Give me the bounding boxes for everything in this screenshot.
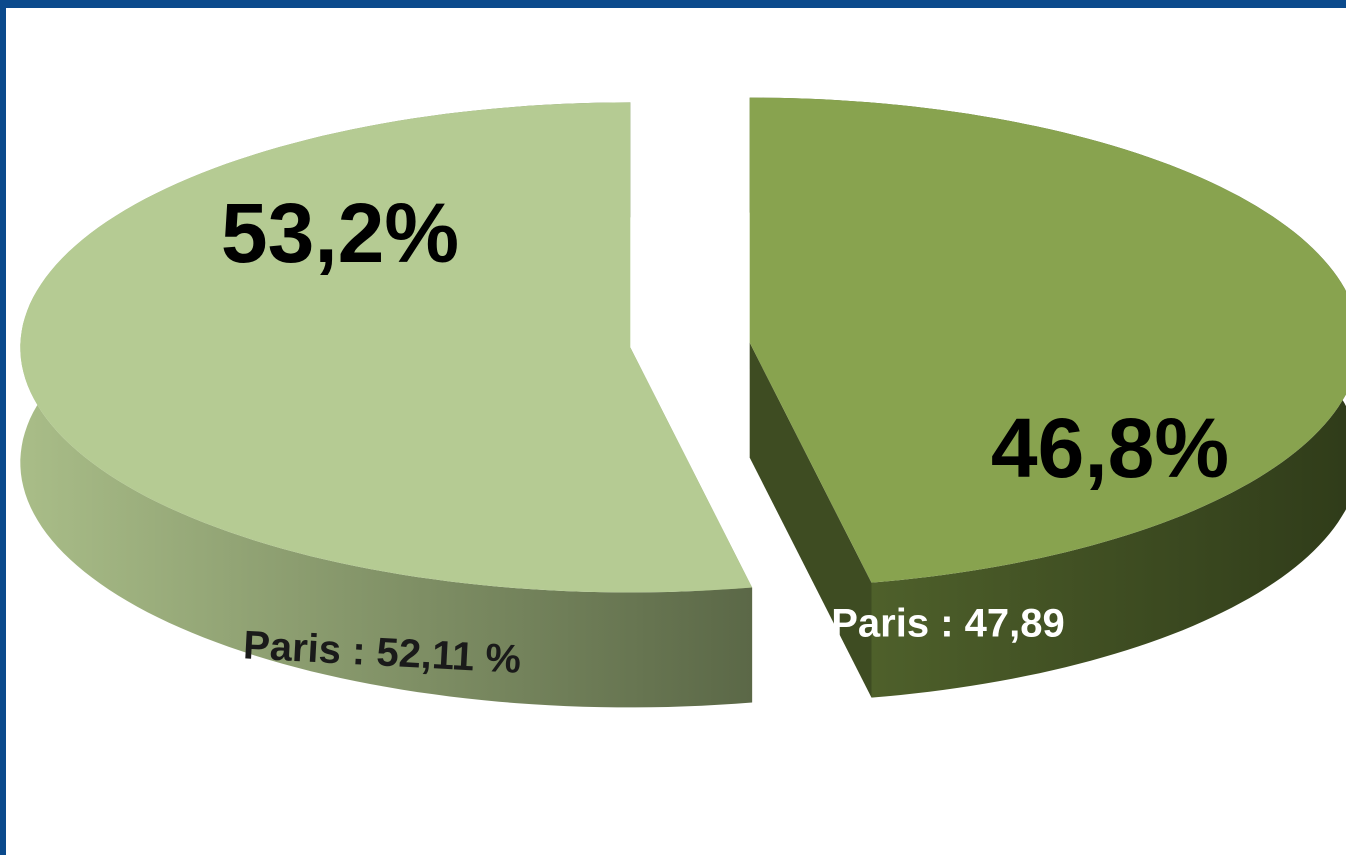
value-label: 53,2% (221, 186, 459, 280)
pie (20, 97, 1346, 708)
labels: 53,2%46,8%Paris : 52,11 % Paris : 47,89 (221, 186, 1229, 682)
value-label: 46,8% (991, 401, 1229, 495)
slice (20, 102, 753, 593)
slice-cut-face (749, 342, 872, 698)
annotation: Paris : 47,89 (831, 602, 1065, 646)
slice (749, 97, 1346, 583)
